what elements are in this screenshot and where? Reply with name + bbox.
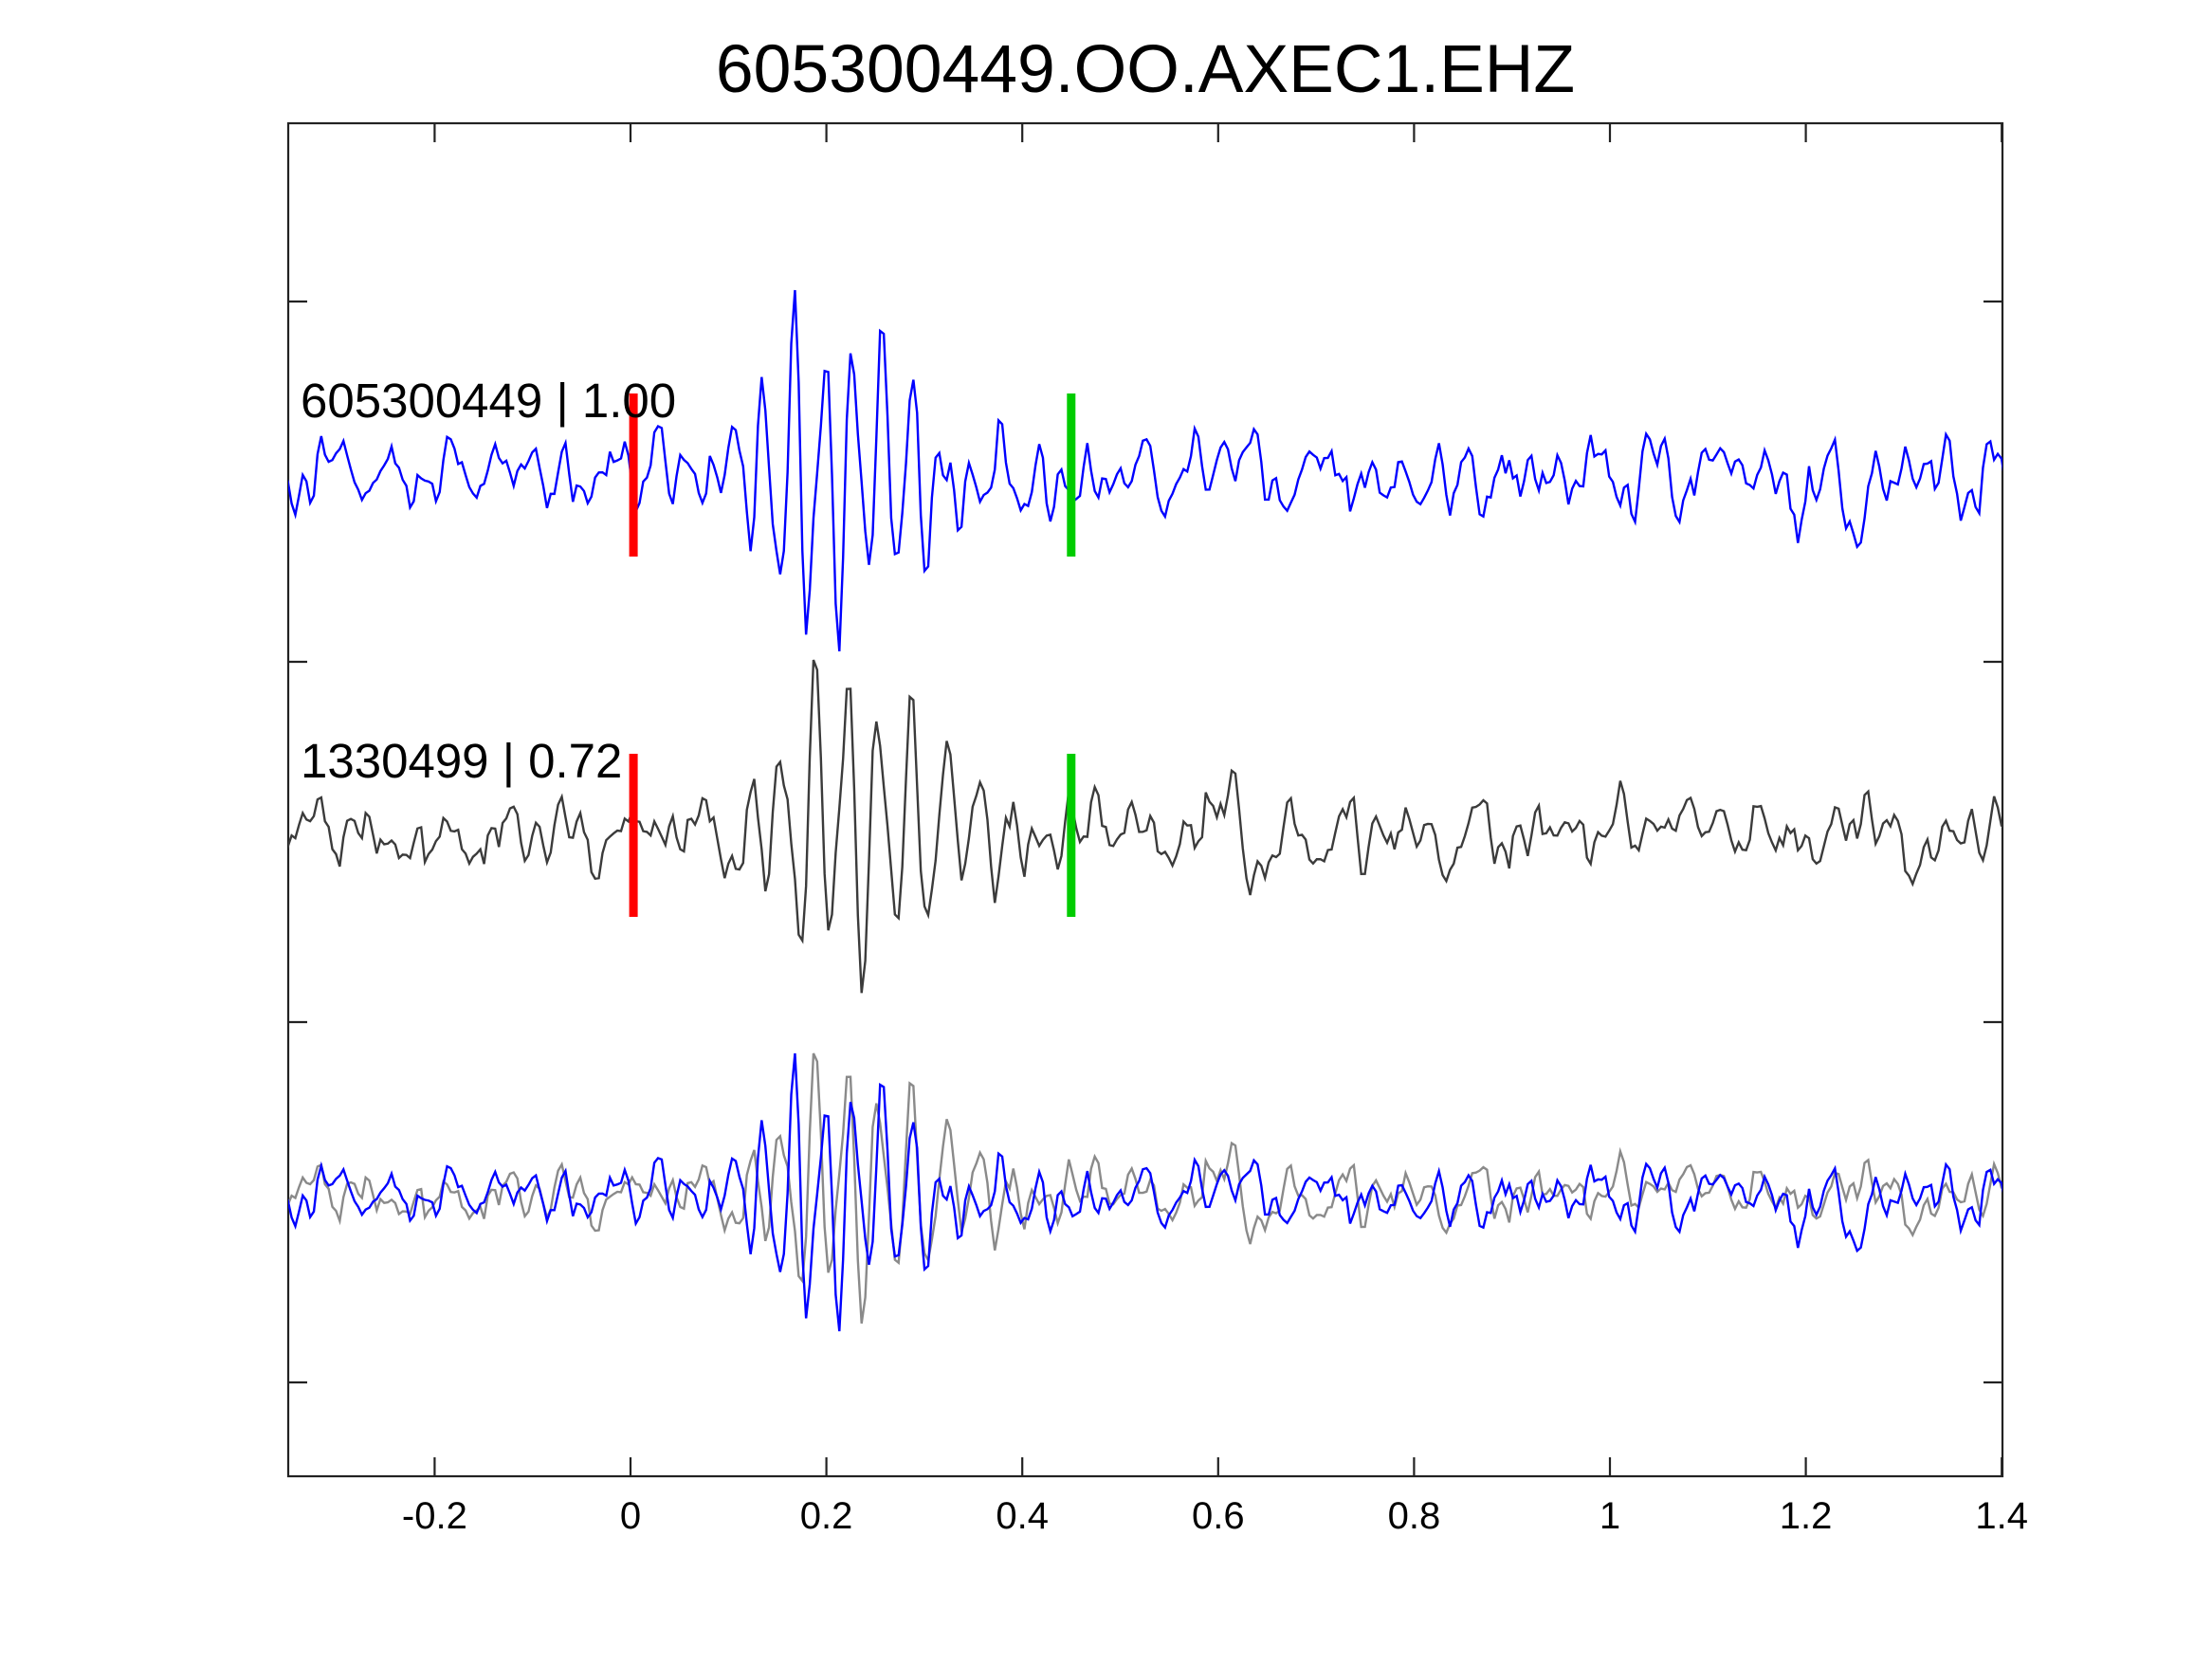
svg-text:0.2: 0.2 bbox=[800, 1495, 853, 1537]
svg-text:1330499 | 0.72: 1330499 | 0.72 bbox=[301, 734, 622, 788]
svg-text:605300449.OO.AXEC1.EHZ: 605300449.OO.AXEC1.EHZ bbox=[716, 31, 1575, 107]
svg-text:-0.2: -0.2 bbox=[402, 1495, 467, 1537]
svg-text:0.8: 0.8 bbox=[1388, 1495, 1441, 1537]
svg-text:0.6: 0.6 bbox=[1192, 1495, 1245, 1537]
svg-text:0: 0 bbox=[620, 1495, 641, 1537]
svg-text:1.2: 1.2 bbox=[1780, 1495, 1833, 1537]
svg-text:605300449 | 1.00: 605300449 | 1.00 bbox=[301, 374, 676, 428]
svg-text:1.4: 1.4 bbox=[1975, 1495, 2028, 1537]
svg-text:0.4: 0.4 bbox=[996, 1495, 1049, 1537]
svg-text:1: 1 bbox=[1600, 1495, 1620, 1537]
